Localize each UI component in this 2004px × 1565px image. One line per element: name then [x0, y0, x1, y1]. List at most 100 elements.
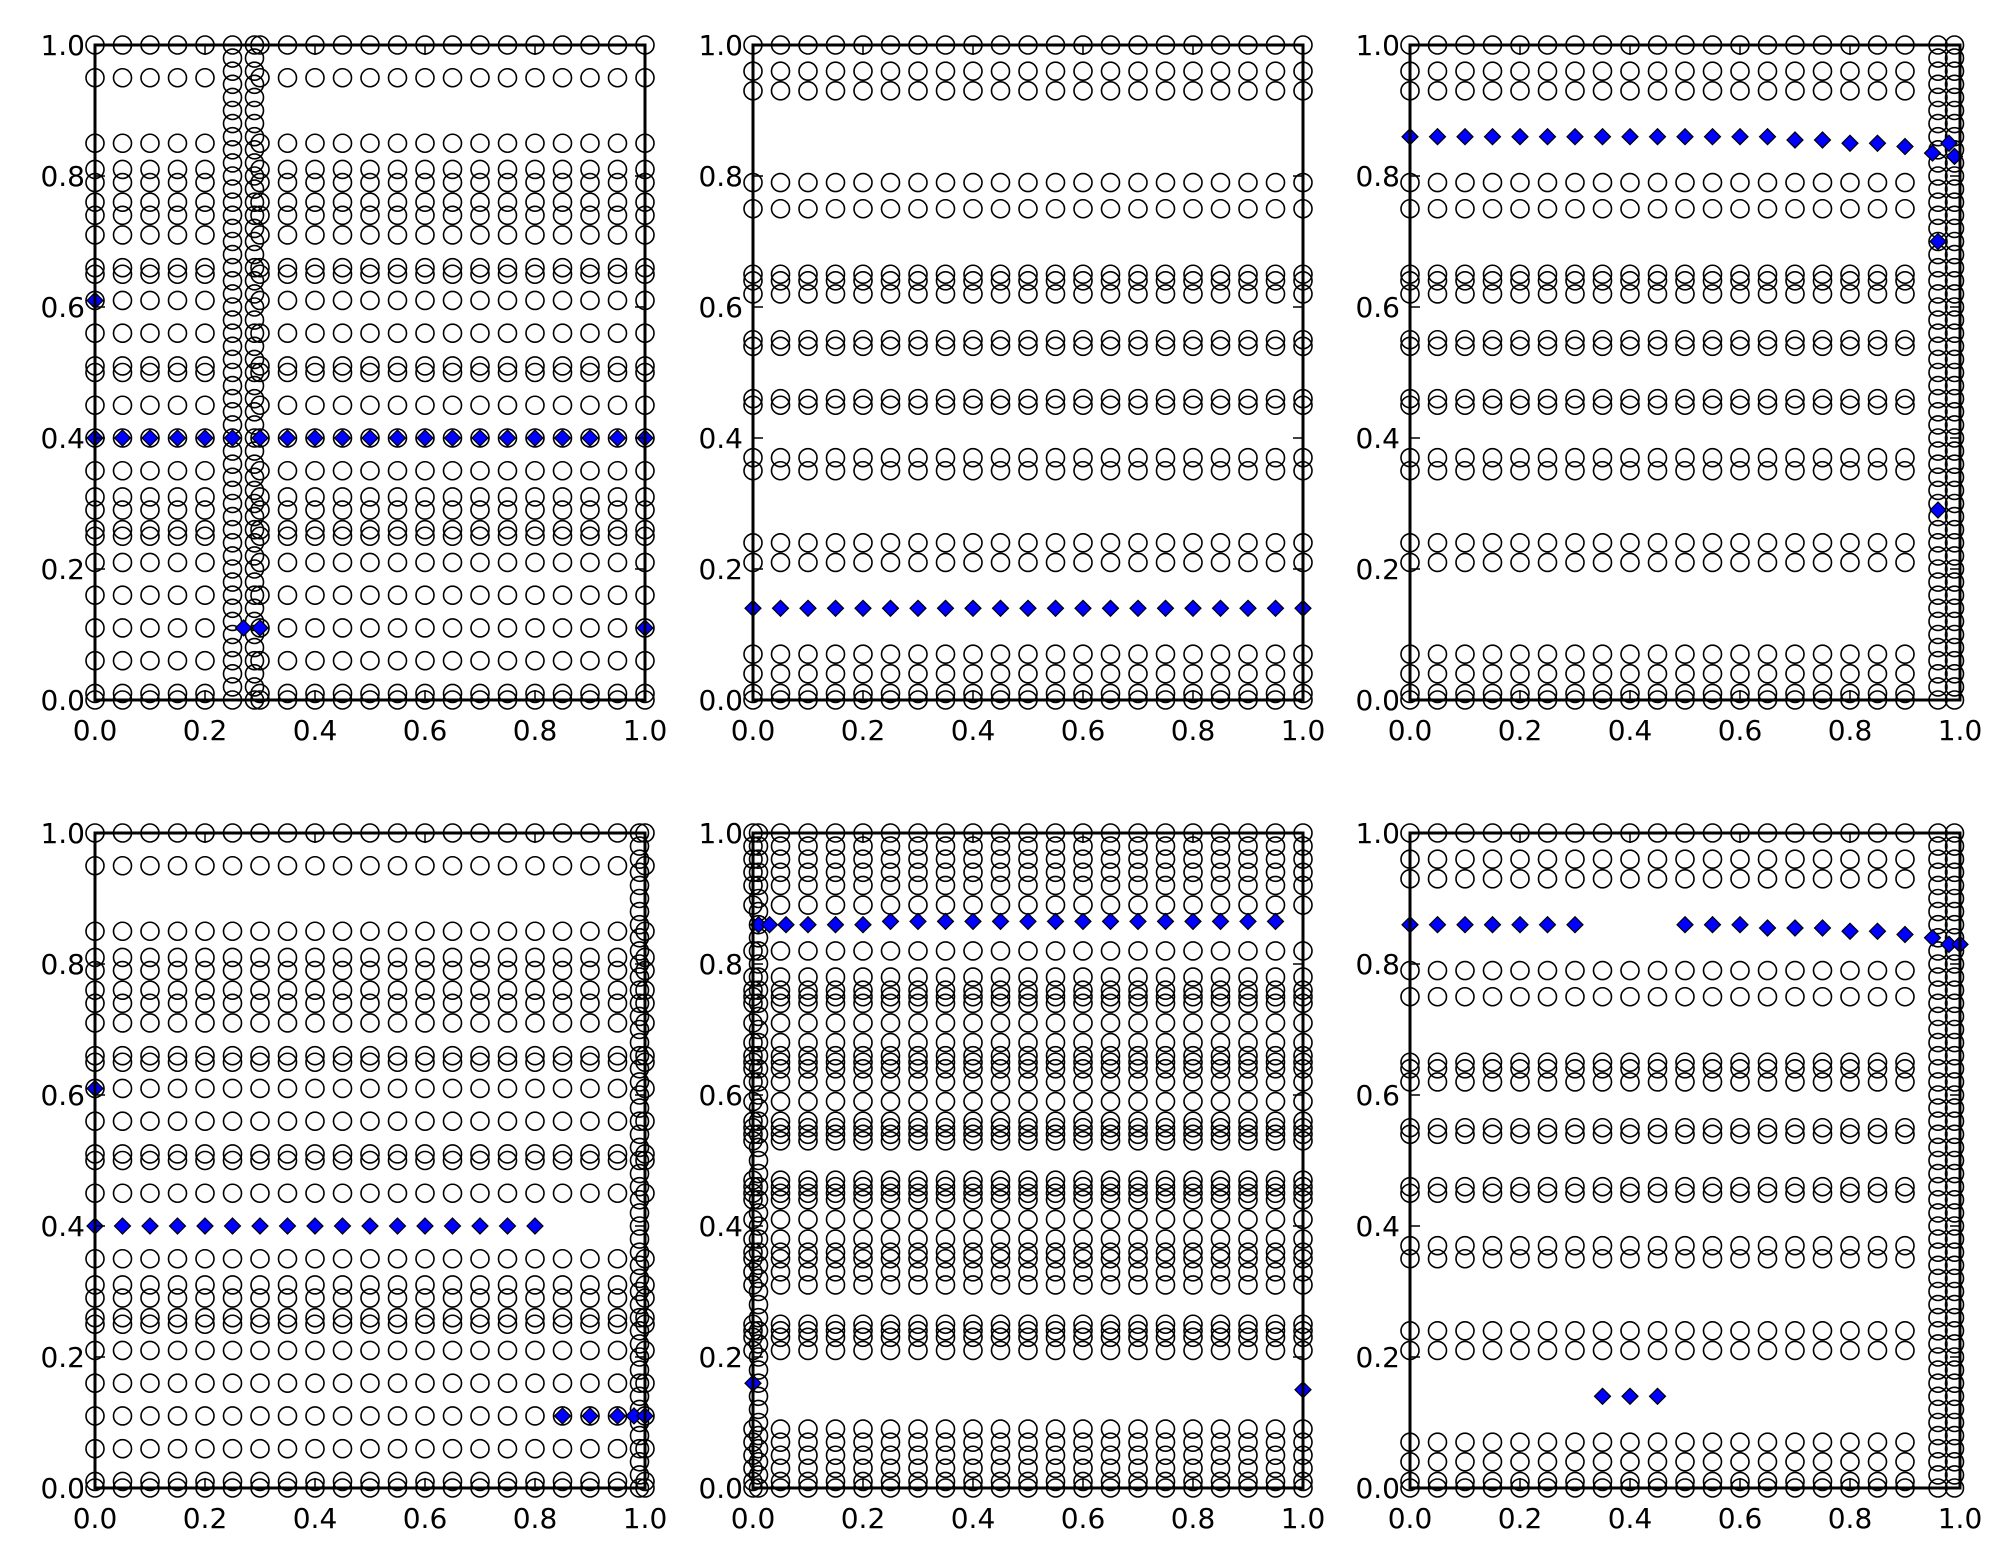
circle-point — [1565, 1340, 1585, 1361]
circle-point — [1702, 849, 1723, 870]
circle-point — [1018, 388, 1038, 409]
circle-point — [552, 1340, 573, 1361]
circle-point — [908, 172, 928, 193]
circle-point — [770, 1340, 791, 1361]
circle-point — [963, 1183, 983, 1204]
circle-point — [1812, 683, 1833, 704]
circle-point — [387, 618, 408, 638]
circle-point — [222, 677, 243, 697]
circle-point — [1210, 1091, 1231, 1112]
circle-point — [1210, 1321, 1231, 1341]
circle-point — [222, 1045, 243, 1066]
circle-point — [880, 336, 901, 357]
circle-point — [167, 1288, 188, 1308]
circle-point — [908, 1248, 928, 1269]
circle-point — [1210, 1432, 1231, 1452]
circle-point — [332, 947, 353, 968]
circle-point — [552, 1307, 573, 1328]
circle-point — [222, 1144, 243, 1164]
axes-frame — [751, 831, 1305, 1490]
circle-point — [332, 133, 353, 154]
circle-point — [580, 323, 600, 344]
diamond-point — [234, 619, 253, 637]
diamond-point — [1566, 127, 1584, 146]
circle-point — [442, 683, 463, 704]
circle-point — [963, 663, 983, 684]
circle-point — [250, 205, 270, 226]
circle-point — [442, 1111, 463, 1131]
circle-point — [195, 1183, 215, 1204]
circle-point — [552, 552, 573, 573]
circle-point — [1928, 1438, 1948, 1459]
circle-point — [1018, 1445, 1038, 1466]
circle-point — [442, 323, 463, 344]
circle-point — [580, 1307, 600, 1328]
circle-point — [963, 875, 983, 896]
circle-point — [1757, 683, 1778, 704]
circle-point — [277, 519, 298, 540]
y-tick-label: 0.0 — [40, 1472, 85, 1505]
circle-point — [1238, 1458, 1258, 1479]
circle-point — [1265, 172, 1286, 193]
circle-point — [1675, 336, 1695, 357]
circle-point — [825, 1190, 846, 1210]
circle-point — [935, 1445, 956, 1466]
circle-point — [1265, 993, 1286, 1014]
circle-point — [387, 980, 408, 1001]
circle-point — [770, 447, 791, 468]
circle-point — [770, 862, 791, 883]
circle-point — [1045, 1045, 1066, 1066]
circle-point — [415, 947, 435, 968]
circle-point — [250, 133, 270, 154]
circle-point — [629, 862, 650, 883]
circle-point — [195, 683, 215, 704]
circle-point — [1427, 1183, 1448, 1204]
circle-point — [112, 257, 133, 278]
circle-point — [1045, 895, 1066, 915]
circle-point — [825, 198, 846, 219]
circle-point — [607, 1307, 628, 1328]
circle-point — [360, 1013, 380, 1033]
circle-point — [1702, 1340, 1723, 1361]
circle-point — [908, 895, 928, 915]
circle-point — [963, 284, 983, 304]
circle-point — [853, 1248, 873, 1269]
circle-point — [580, 487, 600, 507]
circle-point — [990, 81, 1011, 101]
circle-point — [1928, 1032, 1948, 1053]
circle-point — [1812, 447, 1833, 468]
circle-point — [1155, 1209, 1176, 1230]
circle-point — [1675, 61, 1695, 81]
circle-point — [470, 960, 490, 981]
circle-point — [415, 855, 435, 876]
circle-point — [1427, 849, 1448, 870]
circle-point — [140, 428, 160, 448]
circle-point — [1183, 683, 1203, 704]
circle-point — [140, 500, 160, 520]
circle-point — [1045, 986, 1066, 1007]
circle-point — [1702, 1235, 1723, 1256]
y-tick-label: 1.0 — [40, 817, 85, 850]
circle-point — [250, 960, 270, 981]
circle-point — [442, 500, 463, 520]
circle-point — [525, 1471, 545, 1492]
circle-point — [470, 172, 490, 193]
diamond-point — [799, 915, 817, 934]
circle-point — [908, 329, 928, 350]
circle-point — [140, 1150, 160, 1171]
x-tick-label: 0.0 — [731, 1502, 776, 1535]
diamond-point — [333, 429, 352, 447]
circle-point — [277, 1150, 298, 1171]
circle-point — [1812, 172, 1833, 193]
circle-point — [1238, 1340, 1258, 1361]
circle-point — [1730, 552, 1750, 573]
circle-point — [1045, 644, 1066, 664]
circle-point — [748, 1137, 769, 1158]
circle-point — [415, 960, 435, 981]
diamond-point — [1428, 127, 1447, 146]
circle-point — [470, 1373, 490, 1393]
circle-point — [195, 192, 215, 212]
circle-point — [1944, 1137, 1965, 1158]
x-tick-label: 0.4 — [293, 714, 338, 747]
circle-point — [305, 519, 325, 540]
